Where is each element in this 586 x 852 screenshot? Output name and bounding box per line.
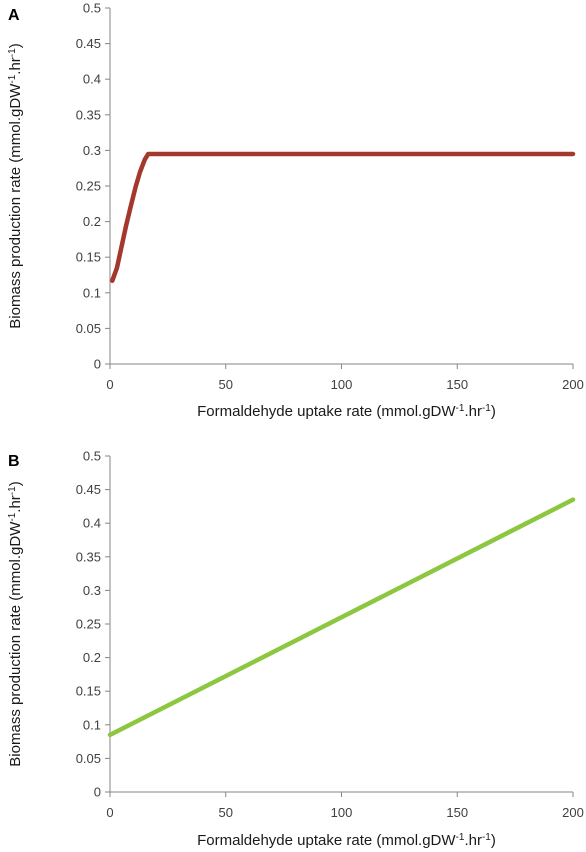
axis-title-part: -1 — [456, 832, 465, 843]
panel-letter: B — [8, 453, 20, 470]
y-tick-label: 0.35 — [76, 107, 101, 122]
axis-title-part: ) — [491, 832, 496, 849]
panel-letter: A — [8, 7, 20, 24]
axis-title-part: ) — [491, 403, 496, 420]
axis-title-part: .hr — [7, 57, 24, 75]
y-tick-label: 0.2 — [83, 214, 101, 229]
x-tick-label: 0 — [106, 805, 113, 820]
y-tick-label: 0.25 — [76, 179, 101, 194]
axis-title-part: ) — [7, 481, 24, 486]
axis-title-part: -1 — [7, 48, 18, 57]
axis-title-part: Formaldehyde uptake rate (mmol.gDW — [197, 403, 456, 420]
y-tick-label: 0.1 — [83, 717, 101, 732]
axis-title-part: .hr — [7, 495, 24, 513]
y-tick-label: 0.4 — [83, 516, 101, 531]
y-tick-label: 0.25 — [76, 617, 101, 632]
y-tick-label: 0.45 — [76, 482, 101, 497]
axis-title-part: Formaldehyde uptake rate (mmol.gDW — [197, 832, 456, 849]
y-tick-label: 0.05 — [76, 321, 101, 336]
y-tick-label: 0.45 — [76, 36, 101, 51]
axis-title-part: ) — [7, 43, 24, 48]
y-tick-label: 0 — [94, 785, 101, 800]
axis-title-part: -1 — [456, 403, 465, 414]
y-tick-label: 0.15 — [76, 684, 101, 699]
y-axis-title: Biomass production rate (mmol.gDW-1.hr-1… — [7, 481, 25, 766]
x-axis-title: Formaldehyde uptake rate (mmol.gDW-1.hr-… — [197, 403, 496, 421]
x-tick-label: 150 — [446, 377, 468, 392]
y-tick-label: 0.2 — [83, 650, 101, 665]
axis-title-part: -1 — [7, 74, 18, 83]
axis-title-part: -1 — [482, 832, 491, 843]
y-tick-label: 0.5 — [83, 449, 101, 464]
x-axis-title: Formaldehyde uptake rate (mmol.gDW-1.hr-… — [197, 832, 496, 850]
axis-title-part: -1 — [7, 486, 18, 495]
y-tick-label: 0.05 — [76, 751, 101, 766]
series-line — [110, 151, 576, 283]
axis-title-part: Biomass production rate (mmol.gDW — [7, 521, 24, 767]
panel-a: A 0 0.05 0.1 0.15 0.2 0.25 0.3 0.35 0.4 0.45 0.5 0 5… — [7, 1, 584, 421]
y-tick-label: 0 — [94, 357, 101, 372]
y-tick-label: 0.3 — [83, 583, 101, 598]
axis-title-part: .hr — [464, 403, 482, 420]
x-tick-label: 200 — [562, 377, 584, 392]
y-tick-label: 0.3 — [83, 143, 101, 158]
x-tick-label: 0 — [106, 377, 113, 392]
x-tick-label: 100 — [331, 805, 353, 820]
y-tick-label: 0.4 — [83, 72, 101, 87]
x-tick-label: 100 — [331, 377, 353, 392]
panel-b: B 0 0.05 0.1 0.15 0.2 0.25 0.3 0.35 0.4 0.45 0.5 0 5… — [7, 449, 584, 850]
x-tick-label: 50 — [219, 377, 233, 392]
axis-title-part: -1 — [482, 403, 491, 414]
y-tick-label: 0.5 — [83, 1, 101, 16]
y-tick-label: 0.35 — [76, 549, 101, 564]
x-tick-label: 200 — [562, 805, 584, 820]
axis-title-part: Biomass production rate (mmol.gDW — [7, 83, 24, 329]
x-tick-label: 150 — [446, 805, 468, 820]
axis-title-part: -1 — [7, 512, 18, 521]
axis-title-part: .hr — [464, 832, 482, 849]
y-tick-label: 0.1 — [83, 285, 101, 300]
y-tick-label: 0.15 — [76, 250, 101, 265]
y-axis-title: Biomass production rate (mmol.gDW-1.hr-1… — [7, 43, 25, 328]
x-tick-label: 50 — [219, 805, 233, 820]
series-line — [107, 497, 576, 738]
